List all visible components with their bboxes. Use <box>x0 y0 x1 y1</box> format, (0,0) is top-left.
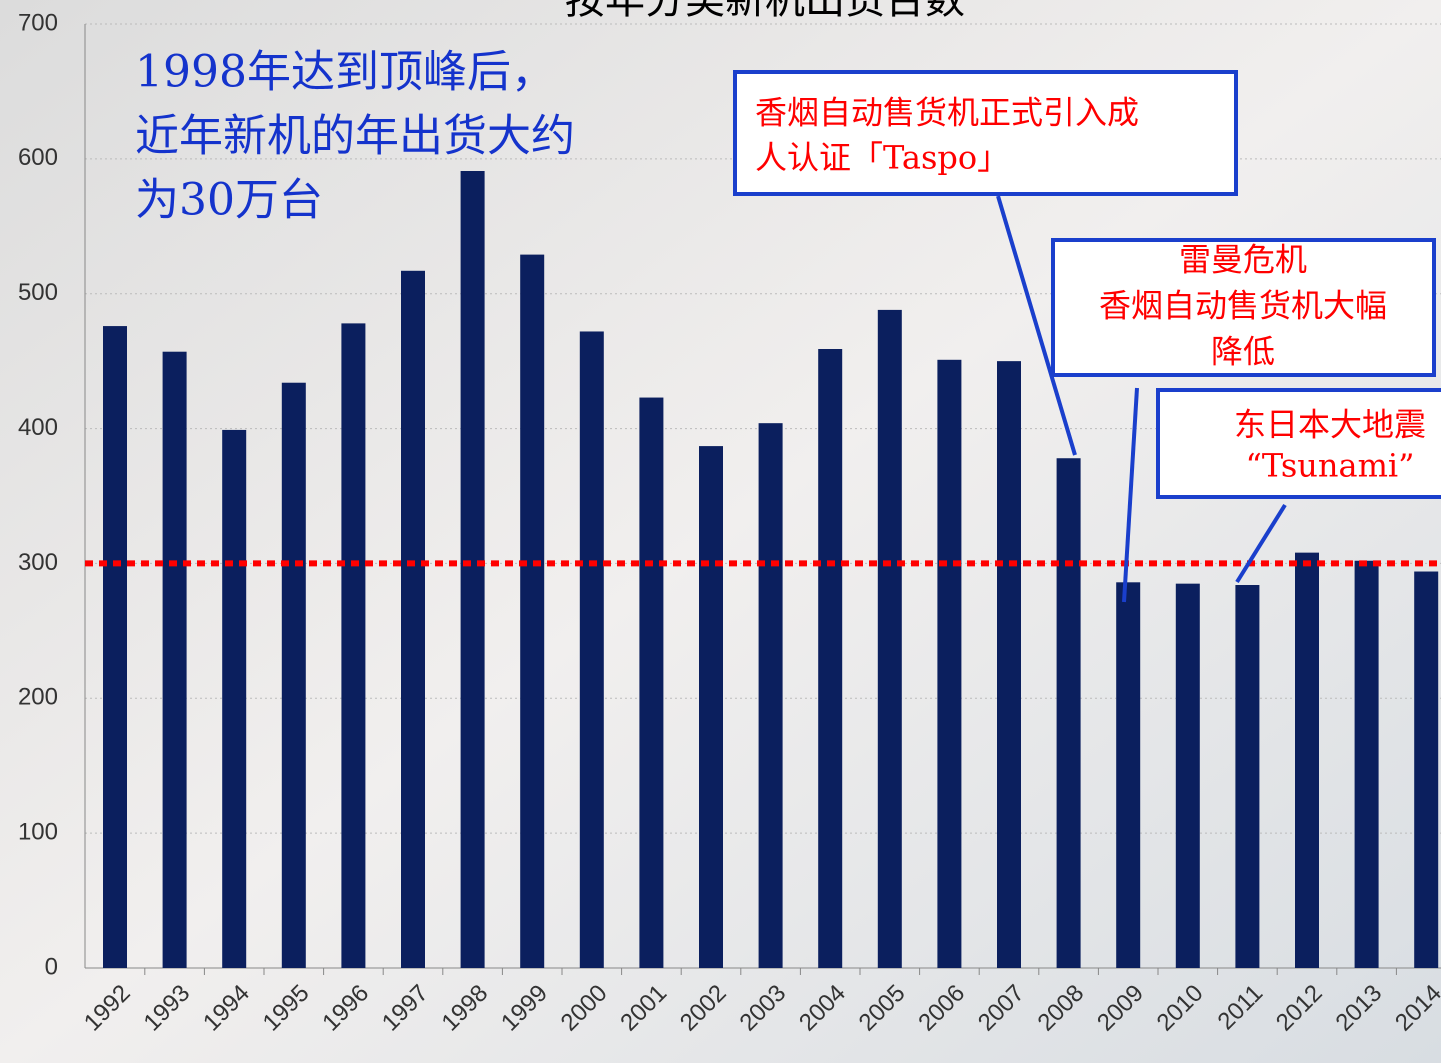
annotation-text: 降低 <box>1211 333 1275 371</box>
annotation-text: 东日本大地震 <box>1234 406 1426 444</box>
annotation-text: 1998年达到顶峰后， <box>135 47 555 98</box>
y-tick-label: 600 <box>18 144 58 171</box>
annotation-text: 香烟自动售货机大幅 <box>1099 287 1387 325</box>
bar <box>758 423 783 969</box>
bar <box>639 397 664 968</box>
bar <box>579 331 604 969</box>
bar <box>1414 571 1439 968</box>
bar <box>818 349 843 968</box>
bar <box>1354 560 1379 968</box>
bar <box>1056 458 1081 968</box>
annotation-box <box>1156 388 1441 499</box>
y-tick-label: 100 <box>18 818 58 845</box>
chart-title: 按年分类新机出货台数 <box>565 0 965 23</box>
annotation-text: 人认证「Taspo」 <box>755 139 1009 177</box>
annotation-text: “Tsunami” <box>1245 447 1414 485</box>
bar <box>1295 552 1319 968</box>
annotation-pointer <box>1235 503 1287 584</box>
y-tick-label: 0 <box>45 953 58 980</box>
bar <box>937 359 962 968</box>
bar <box>341 323 366 969</box>
y-tick-label: 400 <box>18 414 58 441</box>
annotation-box <box>1051 238 1436 377</box>
bar <box>222 429 247 968</box>
bar <box>520 254 545 968</box>
annotation-text: 近年新机的年出货大约 <box>135 111 575 162</box>
bar <box>997 361 1021 969</box>
bar <box>401 270 425 968</box>
annotation-box <box>733 70 1238 196</box>
annotation-text: 雷曼危机 <box>1179 241 1307 279</box>
bar <box>460 170 485 969</box>
bar <box>281 382 306 969</box>
y-tick-label: 700 <box>18 9 58 36</box>
bar <box>162 351 187 968</box>
annotation-pointer <box>996 195 1077 456</box>
bar <box>1116 582 1141 968</box>
y-tick-label: 300 <box>18 549 58 576</box>
y-tick-label: 500 <box>18 279 58 306</box>
annotation-text: 香烟自动售货机正式引入成 <box>755 94 1139 132</box>
annotations: 香烟自动售货机正式引入成人认证「Taspo」雷曼危机香烟自动售货机大幅降低东日本… <box>733 70 1441 603</box>
annotation-text: 为30万台 <box>135 175 323 226</box>
annotation-pointer <box>1122 387 1139 603</box>
bar <box>103 326 127 969</box>
bar <box>1235 585 1260 968</box>
bar <box>699 446 723 968</box>
bar <box>877 309 902 968</box>
y-tick-label: 200 <box>18 684 58 711</box>
bar <box>1175 583 1200 968</box>
